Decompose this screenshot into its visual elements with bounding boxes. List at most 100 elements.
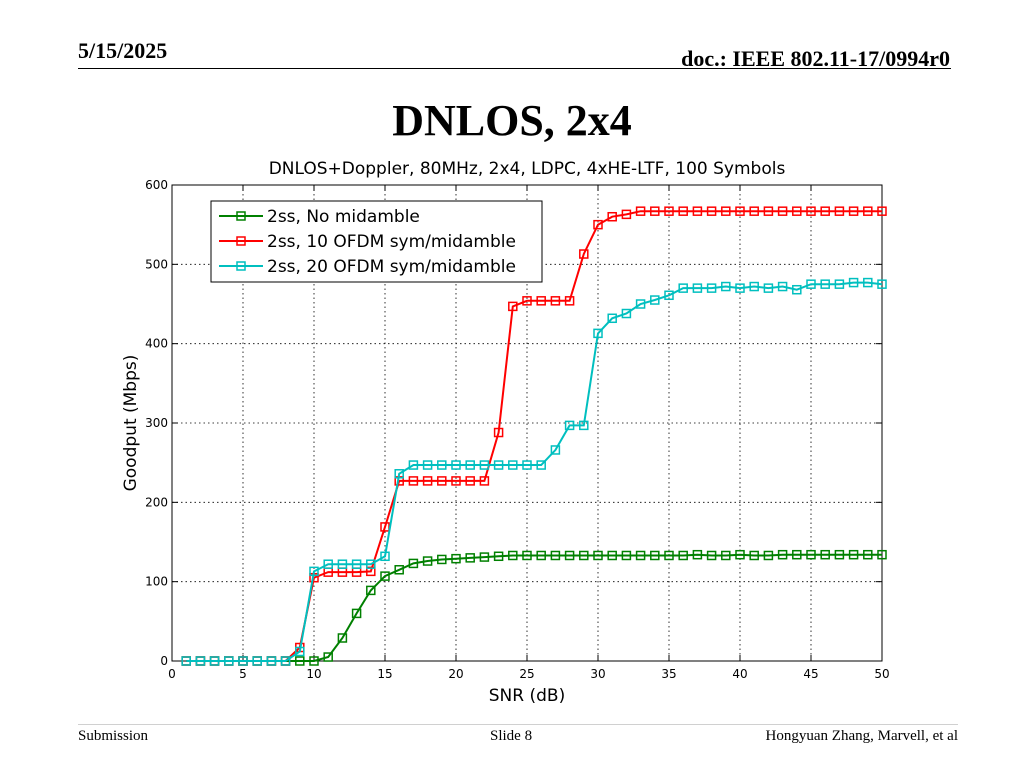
data-point <box>437 460 447 470</box>
data-point <box>863 549 873 560</box>
data-point <box>635 206 646 216</box>
data-point <box>593 219 603 230</box>
data-point <box>323 652 333 662</box>
data-point <box>564 550 575 561</box>
data-point <box>678 550 688 561</box>
data-point <box>309 566 319 577</box>
data-point <box>536 296 546 306</box>
data-point <box>579 249 589 259</box>
legend-label: 2ss, 20 OFDM sym/midamble <box>267 257 516 277</box>
x-axis-label: SNR (dB) <box>489 686 565 706</box>
data-point <box>777 206 788 216</box>
data-point <box>706 206 717 216</box>
data-point <box>692 206 703 216</box>
data-point <box>323 559 333 569</box>
data-point <box>351 559 362 569</box>
chart-title: DNLOS+Doppler, 80MHz, 2x4, LDPC, 4xHE-LT… <box>269 159 786 179</box>
data-point <box>763 283 774 293</box>
data-point <box>635 550 646 561</box>
data-point <box>763 206 774 216</box>
legend-marker <box>236 211 246 221</box>
data-point <box>408 558 419 569</box>
x-tick-label: 0 <box>168 667 176 681</box>
data-point <box>493 460 504 470</box>
data-point <box>550 550 561 561</box>
data-point <box>863 206 873 216</box>
data-point <box>834 279 845 289</box>
y-tick-label: 300 <box>145 416 168 430</box>
data-point <box>536 460 546 470</box>
data-point <box>721 206 731 216</box>
data-point <box>848 277 859 288</box>
data-point <box>749 206 759 216</box>
data-point <box>366 585 376 596</box>
footer-submission: Submission <box>78 728 149 744</box>
slide-title: DNLOS, 2x4 <box>392 96 632 145</box>
data-point <box>635 299 646 309</box>
data-point <box>706 283 717 293</box>
legend-label: 2ss, 10 OFDM sym/midamble <box>267 232 516 252</box>
data-point <box>394 469 404 479</box>
data-point <box>820 549 830 560</box>
data-point <box>366 559 376 569</box>
data-point <box>422 476 433 486</box>
data-point <box>749 281 759 292</box>
data-point <box>848 206 859 216</box>
data-point <box>465 476 475 486</box>
data-point <box>465 553 475 563</box>
data-point <box>777 549 788 560</box>
data-point <box>252 656 262 666</box>
legend: 2ss, No midamble 2ss, 10 OFDM sym/midambl… <box>210 200 543 283</box>
data-point <box>337 559 348 569</box>
data-point <box>678 206 688 216</box>
data-point <box>735 549 745 560</box>
data-point <box>536 550 546 561</box>
series-3 <box>181 277 887 666</box>
data-point <box>408 460 419 470</box>
y-tick-label: 0 <box>160 654 168 668</box>
x-tick-label: 40 <box>732 667 747 681</box>
data-point <box>650 295 660 305</box>
data-point <box>408 476 419 486</box>
data-point <box>607 313 617 324</box>
data-point <box>678 283 688 293</box>
footer-slide-number: Slide 8 <box>490 728 533 744</box>
data-point <box>493 427 504 438</box>
data-point <box>550 445 561 455</box>
data-point <box>848 549 859 560</box>
data-point <box>607 550 617 561</box>
data-point <box>508 301 518 312</box>
data-point <box>564 420 575 431</box>
data-point <box>564 296 575 306</box>
legend-marker <box>236 261 246 271</box>
data-point <box>820 206 830 216</box>
data-point <box>479 476 490 486</box>
x-tick-label: 50 <box>874 667 889 681</box>
x-tick-label: 5 <box>239 667 247 681</box>
legend-item: 2ss, 20 OFDM sym/midamble <box>219 257 516 277</box>
data-point <box>706 550 717 561</box>
data-point <box>792 549 802 560</box>
data-point <box>863 277 873 288</box>
data-point <box>735 206 745 216</box>
legend-marker <box>236 236 246 246</box>
data-point <box>834 549 845 560</box>
data-point <box>777 281 788 292</box>
data-point <box>763 550 774 561</box>
x-tick-label: 15 <box>377 667 392 681</box>
x-tick-label: 30 <box>590 667 605 681</box>
data-point <box>522 460 532 470</box>
footer-authors: Hongyuan Zhang, Marvell, et al <box>765 728 958 744</box>
data-point <box>224 656 234 666</box>
data-point <box>664 290 674 301</box>
footer-rule <box>78 724 958 725</box>
data-point <box>465 460 475 470</box>
data-point <box>380 522 390 532</box>
legend-label: 2ss, No midamble <box>267 207 420 227</box>
data-point <box>508 460 518 470</box>
data-point <box>422 460 433 470</box>
x-tick-label: 10 <box>306 667 321 681</box>
data-point <box>295 646 305 657</box>
